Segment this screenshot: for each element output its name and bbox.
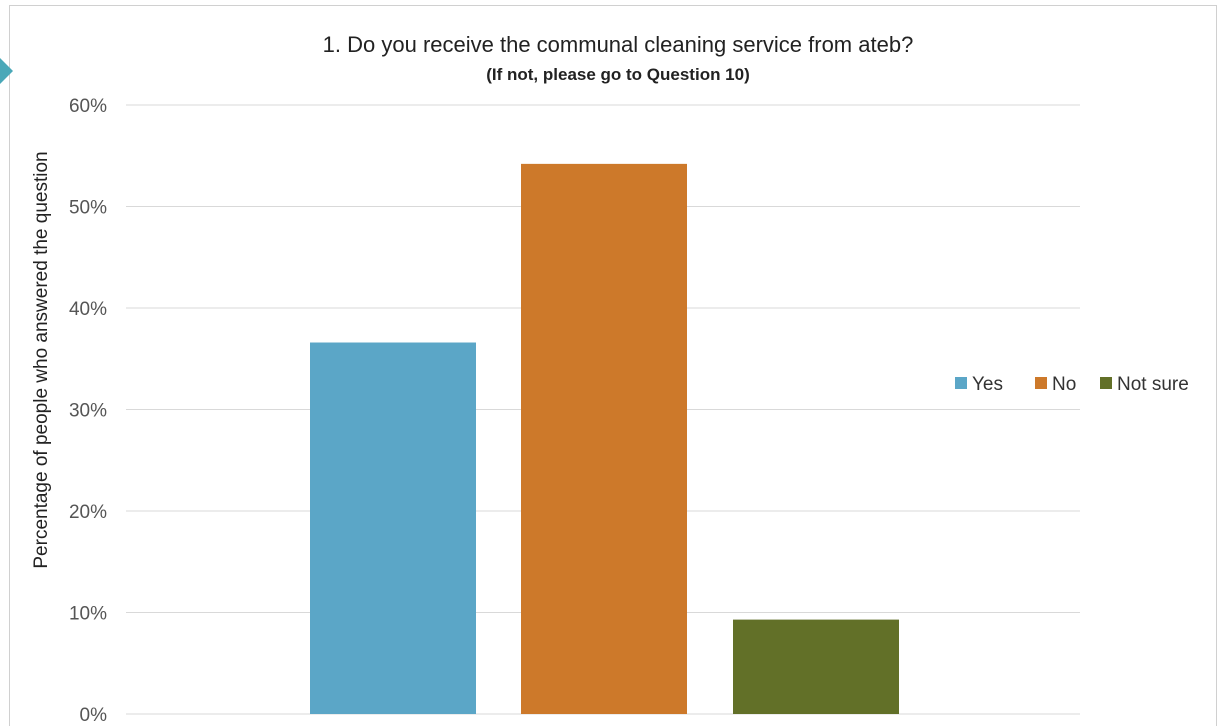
y-tick-label: 20% — [69, 502, 107, 523]
y-axis-label: Percentage of people who answered the qu… — [31, 151, 52, 568]
y-tick-label: 10% — [69, 604, 107, 625]
y-tick-label: 0% — [80, 705, 108, 726]
y-tick-label: 40% — [69, 299, 107, 320]
y-tick-label: 30% — [69, 401, 107, 422]
y-tick-label: 50% — [69, 198, 107, 219]
y-axis-ticks: 0% 10% 20% 30% 40% 50% 60% — [69, 96, 107, 726]
chart-subtitle: (If not, please go to Question 10) — [486, 65, 750, 84]
chart-title: 1. Do you receive the communal cleaning … — [323, 32, 914, 57]
legend-swatch-yes — [955, 377, 967, 389]
bar-not-sure — [733, 619, 899, 714]
legend-swatch-not-sure — [1100, 377, 1112, 389]
bar-no — [521, 163, 687, 714]
legend-label-yes: Yes — [972, 374, 1003, 395]
legend-swatch-no — [1035, 377, 1047, 389]
legend-label-no: No — [1052, 374, 1076, 395]
y-tick-label: 60% — [69, 96, 107, 117]
legend-label-not-sure: Not sure — [1117, 374, 1189, 395]
corner-marker-arrow — [0, 58, 13, 84]
legend: Yes No Not sure — [955, 374, 1189, 395]
bars — [310, 163, 899, 714]
bar-yes — [310, 342, 476, 714]
